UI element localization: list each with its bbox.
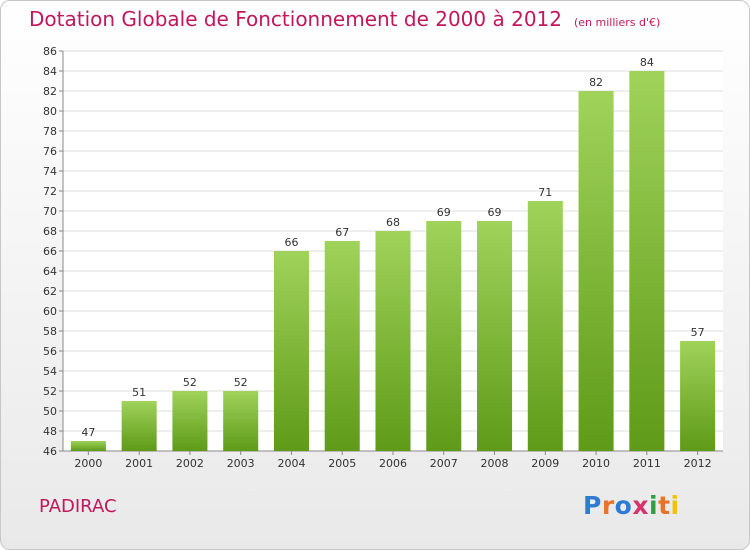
value-label: 84 <box>640 56 654 69</box>
chart-title-block: Dotation Globale de Fonctionnement de 20… <box>29 7 660 31</box>
value-label: 69 <box>488 206 502 219</box>
logo-letter: t <box>658 491 671 520</box>
x-tick-label: 2010 <box>582 457 610 470</box>
x-tick-label: 2007 <box>430 457 458 470</box>
x-tick-label: 2008 <box>481 457 509 470</box>
y-tick-label: 58 <box>43 325 57 338</box>
value-label: 68 <box>386 216 400 229</box>
bar-2009 <box>527 201 563 451</box>
value-label: 67 <box>335 226 349 239</box>
y-tick-label: 56 <box>43 345 57 358</box>
bar-2011 <box>629 71 665 451</box>
y-tick-label: 46 <box>43 445 57 458</box>
x-tick-label: 2009 <box>531 457 559 470</box>
x-tick-label: 2012 <box>684 457 712 470</box>
y-tick-label: 52 <box>43 385 57 398</box>
y-tick-label: 62 <box>43 285 57 298</box>
value-label: 69 <box>437 206 451 219</box>
value-label: 82 <box>589 76 603 89</box>
value-label: 47 <box>81 426 95 439</box>
value-label: 57 <box>691 326 705 339</box>
logo-letter: i <box>649 491 659 520</box>
value-label: 51 <box>132 386 146 399</box>
bar-2007 <box>426 221 462 451</box>
logo-letter: x <box>632 491 649 520</box>
y-tick-label: 82 <box>43 85 57 98</box>
x-tick-label: 2003 <box>227 457 255 470</box>
y-tick-label: 64 <box>43 265 57 278</box>
bar-2002 <box>172 391 208 451</box>
y-tick-label: 78 <box>43 125 57 138</box>
x-tick-label: 2011 <box>633 457 661 470</box>
x-tick-label: 2002 <box>176 457 204 470</box>
y-tick-label: 84 <box>43 65 57 78</box>
y-tick-label: 60 <box>43 305 57 318</box>
proxiti-logo: Proxiti <box>583 491 680 520</box>
x-tick-label: 2004 <box>277 457 305 470</box>
x-tick-label: 2006 <box>379 457 407 470</box>
logo-letter: P <box>583 491 602 520</box>
y-tick-label: 54 <box>43 365 57 378</box>
y-tick-label: 48 <box>43 425 57 438</box>
x-tick-label: 2005 <box>328 457 356 470</box>
commune-name: PADIRAC <box>39 496 117 517</box>
y-tick-label: 72 <box>43 185 57 198</box>
y-tick-label: 76 <box>43 145 57 158</box>
bar-2000 <box>70 441 106 451</box>
value-label: 71 <box>538 186 552 199</box>
y-tick-label: 86 <box>43 45 57 58</box>
y-tick-label: 74 <box>43 165 57 178</box>
bar-2012 <box>680 341 716 451</box>
logo-letter: i <box>670 491 680 520</box>
bar-2008 <box>477 221 513 451</box>
bar-2006 <box>375 231 411 451</box>
y-tick-label: 70 <box>43 205 57 218</box>
chart-unit: (en milliers d'€) <box>574 16 661 29</box>
bar-2001 <box>121 401 157 451</box>
chart-title: Dotation Globale de Fonctionnement de 20… <box>29 7 562 31</box>
x-tick-label: 2000 <box>74 457 102 470</box>
bar-2005 <box>324 241 360 451</box>
y-tick-label: 80 <box>43 105 57 118</box>
logo-letter: o <box>614 491 633 520</box>
x-tick-label: 2001 <box>125 457 153 470</box>
value-label: 52 <box>234 376 248 389</box>
value-label: 66 <box>284 236 298 249</box>
value-label: 52 <box>183 376 197 389</box>
bar-2004 <box>273 251 309 451</box>
bar-2003 <box>223 391 259 451</box>
logo-letter: r <box>601 491 615 520</box>
y-tick-label: 66 <box>43 245 57 258</box>
y-tick-label: 50 <box>43 405 57 418</box>
y-tick-label: 68 <box>43 225 57 238</box>
bar-2010 <box>578 91 614 451</box>
